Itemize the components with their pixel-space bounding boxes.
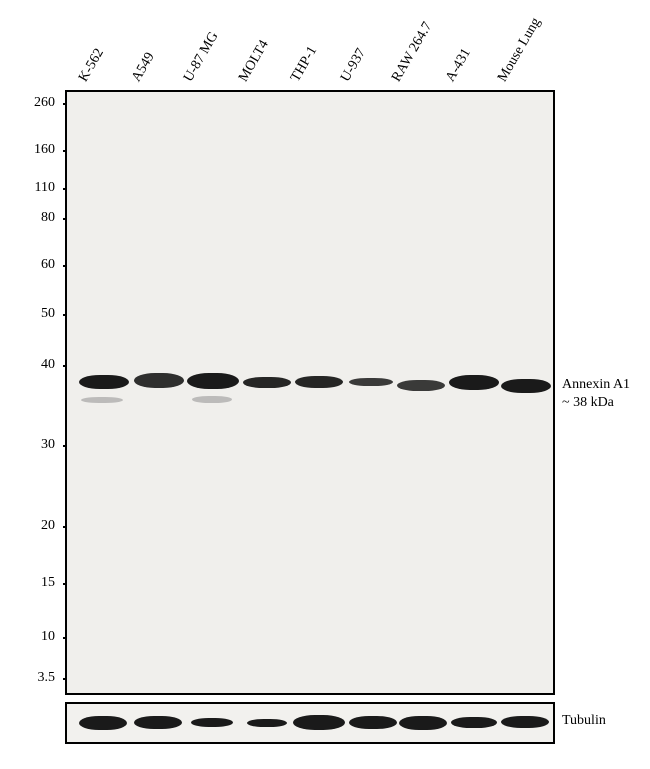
mw-marker-label: 30 [15, 437, 55, 453]
lane-label: RAW 264.7 [389, 20, 436, 85]
protein-band [134, 373, 184, 388]
mw-marker-label: 3.5 [15, 670, 55, 686]
lane-label: K-562 [76, 46, 108, 85]
loading-band [79, 716, 127, 730]
main-blot-membrane [65, 90, 555, 695]
loading-control-membrane [65, 702, 555, 744]
lane-label: U-87 MG [181, 30, 222, 85]
lane-label: Mouse Lung [495, 15, 544, 85]
protein-band [81, 397, 123, 403]
mw-marker-label: 15 [15, 575, 55, 591]
loading-control-label: Tubulin [562, 712, 606, 730]
loading-band [247, 719, 287, 727]
loading-band [134, 716, 182, 729]
mw-marker-label: 50 [15, 306, 55, 322]
mw-marker-label: 260 [15, 95, 55, 111]
lane-label: U-937 [338, 46, 370, 85]
protein-band [79, 375, 129, 389]
mw-marker-label: 80 [15, 210, 55, 226]
loading-band [349, 716, 397, 729]
mw-marker-label: 60 [15, 257, 55, 273]
mw-marker-label: 20 [15, 518, 55, 534]
target-protein-label: Annexin A1 ~ 38 kDa [562, 376, 630, 412]
protein-band [295, 376, 343, 388]
lane-label: THP-1 [288, 44, 321, 85]
target-size: ~ 38 kDa [562, 395, 614, 410]
lane-label: A549 [129, 50, 158, 85]
loading-band [191, 718, 233, 727]
protein-band [243, 377, 291, 388]
mw-marker-label: 160 [15, 142, 55, 158]
mw-marker-label: 10 [15, 629, 55, 645]
loading-band [501, 716, 549, 728]
mw-marker-label: 110 [15, 180, 55, 196]
protein-band [192, 396, 232, 403]
loading-band [293, 715, 345, 730]
mw-marker-label: 40 [15, 357, 55, 373]
protein-band [187, 373, 239, 389]
protein-band [449, 375, 499, 390]
loading-band [451, 717, 497, 728]
lane-label: A-431 [443, 46, 475, 85]
target-name: Annexin A1 [562, 377, 630, 392]
loading-band [399, 716, 447, 730]
figure-container: K-562 A549 U-87 MG MOLT4 THP-1 U-937 RAW 264.7… [10, 10, 640, 759]
protein-band [397, 380, 445, 391]
protein-band [501, 379, 551, 393]
lane-labels-row: K-562 A549 U-87 MG MOLT4 THP-1 U-937 RAW 264.7… [65, 10, 555, 85]
protein-band [349, 378, 393, 386]
lane-label: MOLT4 [236, 38, 273, 85]
